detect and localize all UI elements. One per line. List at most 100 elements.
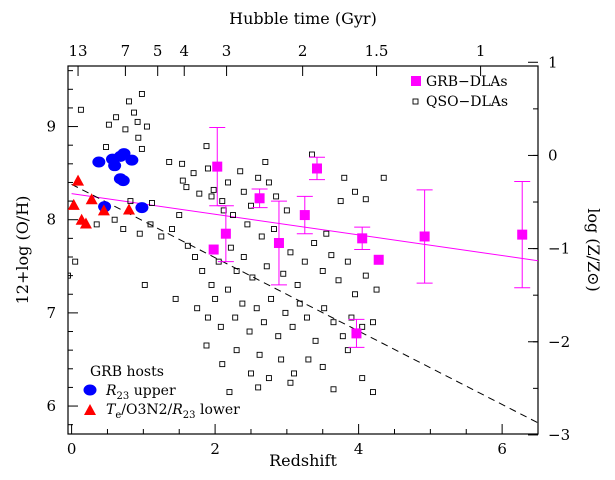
grb-host-lower-point [85,193,98,205]
qso-dla-point [194,305,201,312]
qso-dla-point [158,233,165,240]
qso-dla-point [262,159,269,165]
plot-layer [67,61,539,436]
grb-host-lower-point [79,217,92,229]
legend-lower-label: Te/O3N2/R23 lower [106,402,240,421]
qso-dla-point [373,286,380,293]
qso-dla-point [127,198,134,205]
legend-upper-word: upper [134,383,176,399]
qso-dla-point [265,179,272,186]
qso-dla-point [323,230,330,237]
qso-dla-point [225,286,231,293]
qso-dla-point [105,121,112,128]
qso-dla-point [131,109,137,116]
qso-dla-point [232,314,239,321]
qso-dla-point [260,319,267,326]
top-tick-label: 2 [298,42,308,60]
grb-dla-point [273,238,284,249]
qso-dla-point [291,370,297,377]
x-tick-label: 6 [497,440,507,458]
qso-dla-point [280,270,287,277]
legend-lower-marker [84,404,96,415]
qso-dla-point [136,230,143,237]
qso-dla-point [270,226,277,232]
qso-dla-point [362,196,369,203]
qso-dla-point [344,347,351,354]
qso-dla-point [311,240,318,246]
qso-dla-point [246,328,253,335]
qso-dla-point [263,263,270,270]
qso-dla-point [301,258,308,265]
qso-dla-point [335,277,342,284]
qso-dla-point [204,314,211,321]
legend-grb-dla-label: GRB−DLAs [426,74,508,90]
qso-dla-point [256,351,263,358]
qso-dla-point [225,179,231,186]
legend-grb-dla-marker [411,76,421,86]
qso-dla-point [230,212,236,219]
qso-dla-point [380,174,387,181]
grb-dla-point [419,231,430,242]
qso-dla-point [344,258,351,265]
qso-dla-point [134,118,141,125]
qso-dla-point [283,207,290,214]
qso-dla-point [294,281,301,288]
qso-dla-point [184,242,191,249]
qso-dla-fit-line [71,183,538,424]
qso-dla-point [199,268,206,274]
qso-dla-point [359,375,366,382]
qso-dla-point [233,347,240,354]
qso-dla-point [192,254,198,260]
grb-dla-point [220,228,231,239]
qso-dla-point [253,305,260,312]
x-tick-label: 2 [210,440,220,458]
qso-dla-point [265,375,272,382]
qso-dla-point [138,145,145,152]
qso-dla-point [120,226,127,232]
qso-dla-point [249,274,256,281]
qso-dla-point [111,216,118,223]
qso-dla-point [370,389,376,396]
qso-dla-point [268,295,275,302]
qso-dla-point [239,300,246,307]
top-tick-label: 1.5 [365,42,389,60]
grb-dla-point [357,233,368,244]
qso-dla-point [348,314,355,321]
qso-dla-point [309,151,315,158]
x-axis-title: Redshift [269,451,337,470]
qso-dla-point [289,323,296,330]
qso-dla-point [370,319,376,326]
qso-dla-point [240,254,247,260]
qso-dla-point [217,323,224,330]
qso-dla-point [93,221,100,228]
qso-dla-point [212,295,219,302]
right-tick-label: 1 [548,53,558,71]
x-tick-label: 0 [67,440,77,458]
grb-host-upper-point [135,202,149,214]
y-axis-title: 12+log (O/H) [13,196,32,305]
right-tick-label: −2 [548,333,570,351]
qso-dla-point [196,190,203,197]
qso-dla-point [176,212,183,219]
qso-dla-point [179,160,186,167]
y-tick-label: 7 [46,304,56,322]
qso-dla-point [303,314,310,321]
grb-dla-point [311,163,322,174]
qso-dla-point [219,361,226,368]
legend-qso-dla-label: QSO−DLAs [426,94,508,110]
grb-dla-point [208,244,219,255]
qso-dla-point [296,300,303,307]
qso-dla-point [330,386,337,393]
grb-host-upper-point [125,154,139,166]
grb-host-lower-point [72,174,85,186]
qso-dla-point [330,319,337,326]
qso-dla-point [208,281,215,288]
qso-dla-point [273,193,280,200]
qso-dla-point [321,305,328,312]
legend-lower-word: lower [200,402,240,418]
qso-dla-point [226,389,233,396]
y-tick-label: 8 [46,211,56,229]
right-tick-label: 0 [548,146,558,164]
